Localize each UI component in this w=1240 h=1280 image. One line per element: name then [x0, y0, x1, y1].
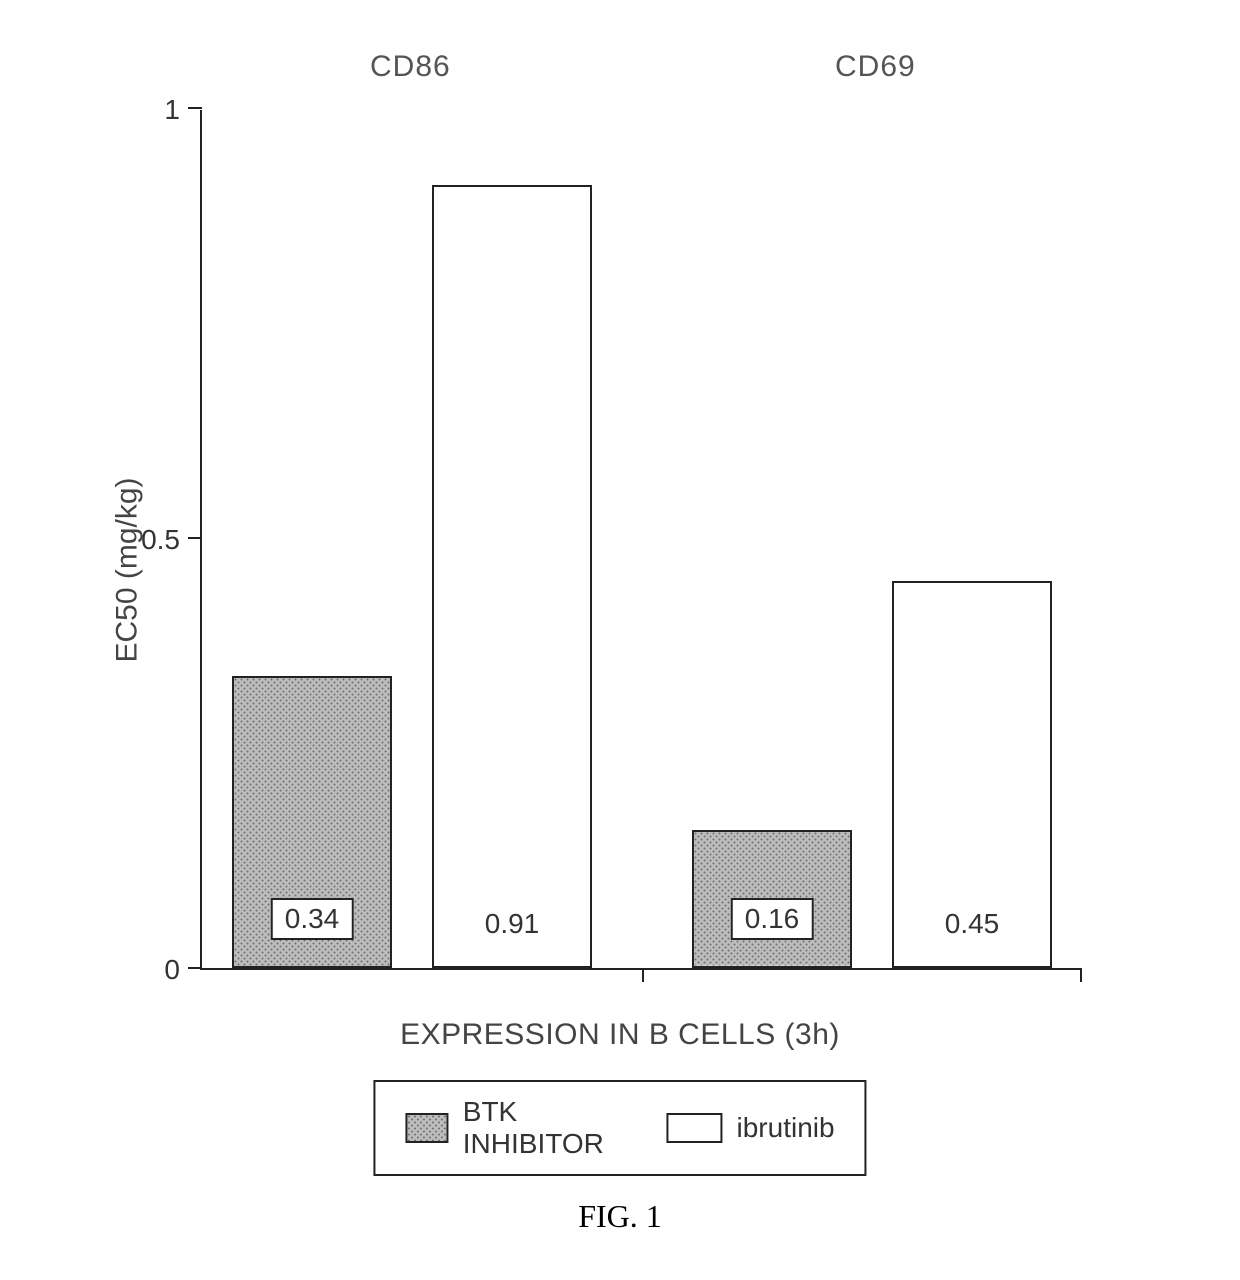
legend-label-ibr: ibrutinib	[737, 1112, 835, 1144]
ytick-0	[188, 967, 202, 969]
legend-label-btk: BTK INHIBITOR	[463, 1096, 617, 1160]
ytick-label-0: 0	[120, 954, 180, 986]
ytick-1	[188, 537, 202, 539]
bar-label-2: 0.16	[731, 898, 814, 940]
legend-item-btk: BTK INHIBITOR	[405, 1096, 616, 1160]
x-axis-end-tick	[1080, 968, 1082, 982]
bar-label-0: 0.34	[271, 898, 354, 940]
ytick-label-1: 0.5	[120, 524, 180, 556]
legend: BTK INHIBITOR ibrutinib	[373, 1080, 866, 1176]
chart-area: CD86 CD69 EC50 (mg/kg) 0.34 0.91	[140, 50, 1100, 1090]
plot-area: 0.34 0.91 0.16 0.45	[200, 110, 1080, 970]
group-title-0: CD86	[370, 50, 451, 84]
group-title-1: CD69	[835, 50, 916, 84]
ytick-2	[188, 107, 202, 109]
figure-caption: FIG. 1	[0, 1198, 1240, 1235]
page: CD86 CD69 EC50 (mg/kg) 0.34 0.91	[0, 0, 1240, 1280]
x-axis-label: EXPRESSION IN B CELLS (3h)	[140, 1018, 1100, 1052]
legend-swatch-ibr	[667, 1113, 723, 1143]
bar-label-1: 0.91	[485, 908, 540, 940]
bar-cd86-ibr	[432, 185, 592, 968]
legend-swatch-btk	[405, 1113, 448, 1143]
ytick-label-2: 1	[120, 94, 180, 126]
y-axis-label: EC50 (mg/kg)	[111, 477, 145, 662]
legend-swatch-btk-fill	[407, 1115, 446, 1141]
legend-item-ibr: ibrutinib	[667, 1112, 835, 1144]
x-group-separator	[642, 968, 644, 982]
bar-label-3: 0.45	[945, 908, 1000, 940]
